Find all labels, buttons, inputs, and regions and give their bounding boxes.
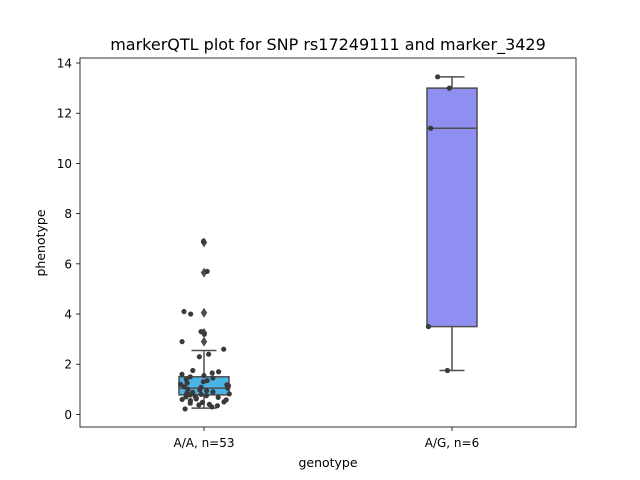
outlier-marker: [200, 336, 208, 347]
data-point: [183, 394, 189, 400]
data-point: [178, 381, 184, 387]
y-tick-label: 2: [64, 358, 72, 372]
data-point: [184, 380, 190, 386]
y-tick-label: 8: [64, 207, 72, 221]
data-point: [181, 308, 187, 315]
y-tick-label: 0: [64, 408, 72, 422]
y-tick-label: 4: [64, 308, 72, 322]
data-point: [196, 402, 202, 408]
data-point: [203, 393, 210, 399]
data-point: [204, 388, 210, 394]
box-iqr: [426, 87, 478, 328]
x-axis: A/A, n=53 A/G, n=6: [173, 427, 479, 450]
plot-frame: [79, 57, 577, 428]
data-point: [209, 370, 215, 376]
data-point: [225, 385, 231, 391]
data-point: [444, 367, 451, 374]
x-tick-label: A/G, n=6: [425, 436, 479, 450]
data-point: [446, 85, 453, 91]
data-point: [209, 404, 215, 410]
data-point: [179, 339, 185, 345]
data-point: [201, 331, 207, 337]
data-point: [200, 379, 206, 385]
y-tick-label: 6: [64, 257, 72, 271]
y-axis-label: phenotype: [33, 209, 48, 276]
outlier-marker: [200, 267, 208, 278]
y-tick-label: 14: [57, 57, 72, 71]
data-point: [425, 323, 432, 330]
data-point: [190, 367, 196, 374]
data-point: [188, 311, 194, 317]
data-point: [187, 392, 193, 398]
data-point: [435, 74, 441, 80]
data-point: [193, 396, 199, 402]
data-point: [226, 391, 232, 397]
x-axis-label: genotype: [298, 455, 357, 470]
data-point: [196, 354, 202, 360]
data-point: [206, 351, 212, 357]
data-point: [200, 238, 207, 244]
data-point: [214, 403, 221, 409]
data-point: [215, 394, 221, 400]
y-tick-label: 12: [57, 107, 72, 121]
data-point: [182, 406, 188, 412]
data-point: [210, 375, 216, 381]
data-point: [198, 391, 204, 397]
data-point: [201, 372, 207, 379]
x-tick-label: A/A, n=53: [173, 436, 234, 450]
outlier-marker: [200, 307, 208, 318]
data-point: [428, 125, 434, 131]
data-point: [197, 387, 203, 393]
data-point: [187, 400, 193, 406]
data-point: [216, 369, 222, 375]
data-point: [204, 268, 210, 274]
y-axis: 0 2 4 6 8 10 12 14: [57, 57, 80, 422]
points-layer: [178, 74, 453, 412]
chart-title: markerQTL plot for SNP rs17249111 and ma…: [110, 35, 546, 55]
data-point: [221, 399, 227, 405]
data-point: [210, 389, 216, 395]
data-point: [221, 346, 227, 352]
data-point: [179, 371, 185, 377]
data-point: [179, 396, 185, 402]
data-point: [187, 374, 193, 380]
y-tick-label: 10: [57, 157, 72, 171]
